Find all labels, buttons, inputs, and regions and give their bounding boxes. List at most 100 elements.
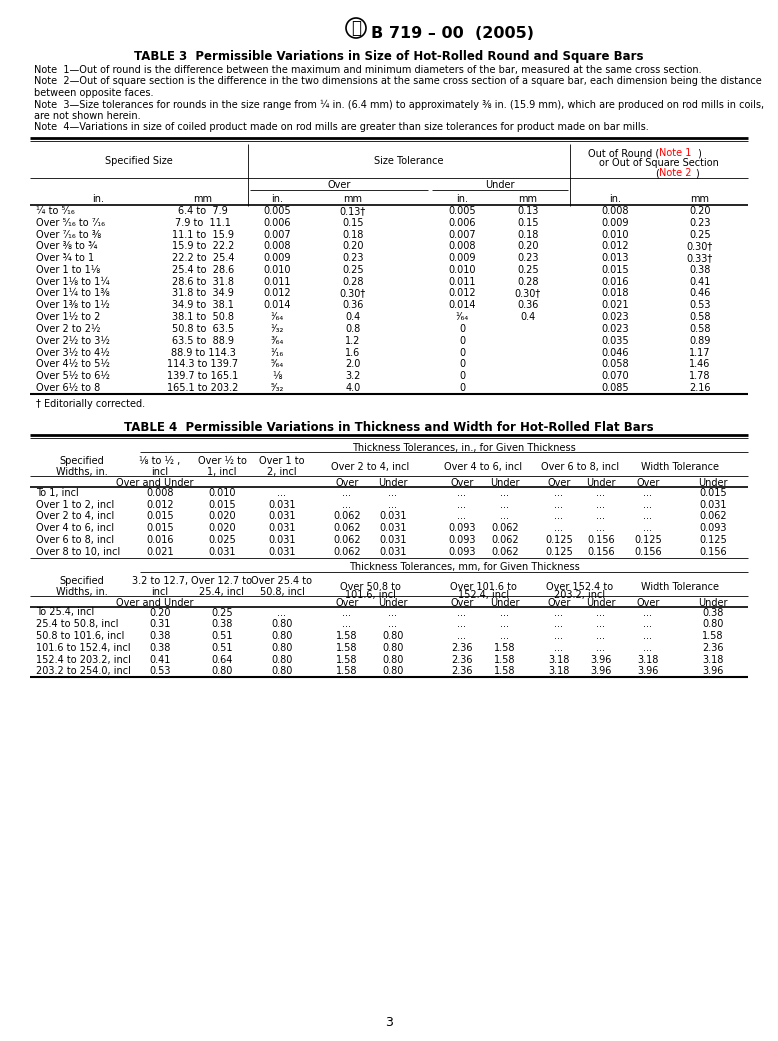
Text: 0.006: 0.006	[263, 218, 291, 228]
Text: Over 6 to 8, incl: Over 6 to 8, incl	[541, 462, 619, 472]
Text: 0.8: 0.8	[345, 324, 361, 334]
Text: 0.51: 0.51	[212, 643, 233, 653]
Text: ...: ...	[278, 608, 286, 617]
Text: Over 5½ to 6½: Over 5½ to 6½	[36, 371, 110, 381]
Text: ...: ...	[643, 608, 653, 617]
Text: 0.125: 0.125	[545, 535, 573, 544]
Text: 0.085: 0.085	[601, 383, 629, 392]
Text: 3.96: 3.96	[703, 666, 724, 677]
Text: 0: 0	[459, 359, 465, 370]
Text: 0.031: 0.031	[268, 500, 296, 509]
Text: 0.41: 0.41	[149, 655, 170, 665]
Text: 1.2: 1.2	[345, 335, 361, 346]
Text: ⅛ to ½ ,
incl: ⅛ to ½ , incl	[139, 456, 180, 478]
Text: 0.38: 0.38	[689, 264, 710, 275]
Text: 0.015: 0.015	[699, 487, 727, 498]
Text: ...: ...	[597, 523, 605, 533]
Text: Over and Under: Over and Under	[116, 598, 194, 608]
Text: 0.013: 0.013	[601, 253, 629, 263]
Text: 0.015: 0.015	[146, 511, 173, 522]
Text: 3.96: 3.96	[591, 655, 612, 665]
Text: 1.58: 1.58	[336, 655, 358, 665]
Text: TABLE 4  Permissible Variations in Thickness and Width for Hot-Rolled Flat Bars: TABLE 4 Permissible Variations in Thickn…	[124, 421, 654, 434]
Text: 0.23: 0.23	[342, 253, 364, 263]
Text: 1.58: 1.58	[336, 643, 358, 653]
Text: 0.30†: 0.30†	[687, 242, 713, 251]
Text: 3: 3	[385, 1016, 393, 1029]
Text: Over 1 to
2, incl: Over 1 to 2, incl	[259, 456, 305, 478]
Text: 0.031: 0.031	[268, 523, 296, 533]
Text: 11.1 to  15.9: 11.1 to 15.9	[172, 229, 234, 239]
Text: 0.51: 0.51	[212, 631, 233, 641]
Text: 0.031: 0.031	[379, 523, 407, 533]
Text: 0.80: 0.80	[272, 666, 293, 677]
Text: 4.0: 4.0	[345, 383, 361, 392]
Text: 3.2 to 12.7,
incl: 3.2 to 12.7, incl	[132, 576, 188, 598]
Text: 203.2 to 254.0, incl: 203.2 to 254.0, incl	[36, 666, 131, 677]
Text: Over 2 to 4, incl: Over 2 to 4, incl	[331, 462, 409, 472]
Text: 165.1 to 203.2: 165.1 to 203.2	[167, 383, 239, 392]
Text: ¹⁄₁₆: ¹⁄₁₆	[271, 348, 284, 357]
Text: 38.1 to  50.8: 38.1 to 50.8	[172, 312, 234, 322]
Text: 3.18: 3.18	[637, 655, 659, 665]
Text: 0.009: 0.009	[601, 218, 629, 228]
Text: ...: ...	[500, 619, 510, 630]
Text: in.: in.	[456, 194, 468, 204]
Text: ...: ...	[342, 608, 352, 617]
Text: 0.15: 0.15	[517, 218, 538, 228]
Text: 0.015: 0.015	[601, 264, 629, 275]
Text: 34.9 to  38.1: 34.9 to 38.1	[172, 300, 234, 310]
Text: 0.80: 0.80	[382, 666, 404, 677]
Text: 0.010: 0.010	[263, 264, 291, 275]
Text: Note 1: Note 1	[659, 148, 692, 158]
Text: mm: mm	[344, 194, 363, 204]
Text: Under: Under	[587, 478, 615, 488]
Text: 0.011: 0.011	[448, 277, 476, 286]
Text: 0.031: 0.031	[268, 511, 296, 522]
Text: 15.9 to  22.2: 15.9 to 22.2	[172, 242, 234, 251]
Text: 0.80: 0.80	[212, 666, 233, 677]
Text: 0.046: 0.046	[601, 348, 629, 357]
Text: 0.008: 0.008	[263, 242, 291, 251]
Text: Over: Over	[547, 478, 571, 488]
Text: 0.009: 0.009	[448, 253, 476, 263]
Text: in.: in.	[609, 194, 621, 204]
Text: 2.36: 2.36	[451, 655, 473, 665]
Text: 0.80: 0.80	[272, 619, 293, 630]
Text: Ⓐ: Ⓐ	[351, 19, 361, 37]
Text: 25.4 to 50.8, incl: 25.4 to 50.8, incl	[36, 619, 118, 630]
Text: 0.25: 0.25	[342, 264, 364, 275]
Text: 0.016: 0.016	[601, 277, 629, 286]
Text: 1.17: 1.17	[689, 348, 711, 357]
Text: ...: ...	[457, 487, 467, 498]
Text: 0.005: 0.005	[448, 206, 476, 215]
Text: Thickness Tolerances, in., for Given Thickness: Thickness Tolerances, in., for Given Thi…	[352, 442, 576, 453]
Text: 0.31: 0.31	[149, 619, 170, 630]
Text: Width Tolerance: Width Tolerance	[642, 462, 720, 472]
Text: 50.8 to 101.6, incl: 50.8 to 101.6, incl	[36, 631, 124, 641]
Text: Note  1—Out of round is the difference between the maximum and minimum diameters: Note 1—Out of round is the difference be…	[34, 65, 702, 75]
Text: ...: ...	[500, 631, 510, 641]
Text: Over 4 to 6, incl: Over 4 to 6, incl	[36, 523, 114, 533]
Text: 0.021: 0.021	[601, 300, 629, 310]
Text: 0.025: 0.025	[209, 535, 236, 544]
Text: Over 2 to 4, incl: Over 2 to 4, incl	[36, 511, 114, 522]
Text: ...: ...	[500, 500, 510, 509]
Text: Over: Over	[335, 478, 359, 488]
Text: 0.014: 0.014	[263, 300, 291, 310]
Text: ¼ to ⁵⁄₁₆: ¼ to ⁵⁄₁₆	[36, 206, 75, 215]
Text: 101.6 to 152.4, incl: 101.6 to 152.4, incl	[36, 643, 131, 653]
Text: ...: ...	[555, 608, 563, 617]
Text: ): )	[695, 148, 702, 158]
Text: Under: Under	[378, 598, 408, 608]
Text: 0.18: 0.18	[517, 229, 538, 239]
Text: 63.5 to  88.9: 63.5 to 88.9	[172, 335, 234, 346]
Text: 0.80: 0.80	[382, 631, 404, 641]
Text: 0.20: 0.20	[517, 242, 538, 251]
Text: Over 1⅛ to 1¼: Over 1⅛ to 1¼	[36, 277, 110, 286]
Text: Over: Over	[636, 478, 660, 488]
Text: ...: ...	[643, 487, 653, 498]
Text: 0.89: 0.89	[689, 335, 710, 346]
Text: 114.3 to 139.7: 114.3 to 139.7	[167, 359, 239, 370]
Text: 0.28: 0.28	[517, 277, 538, 286]
